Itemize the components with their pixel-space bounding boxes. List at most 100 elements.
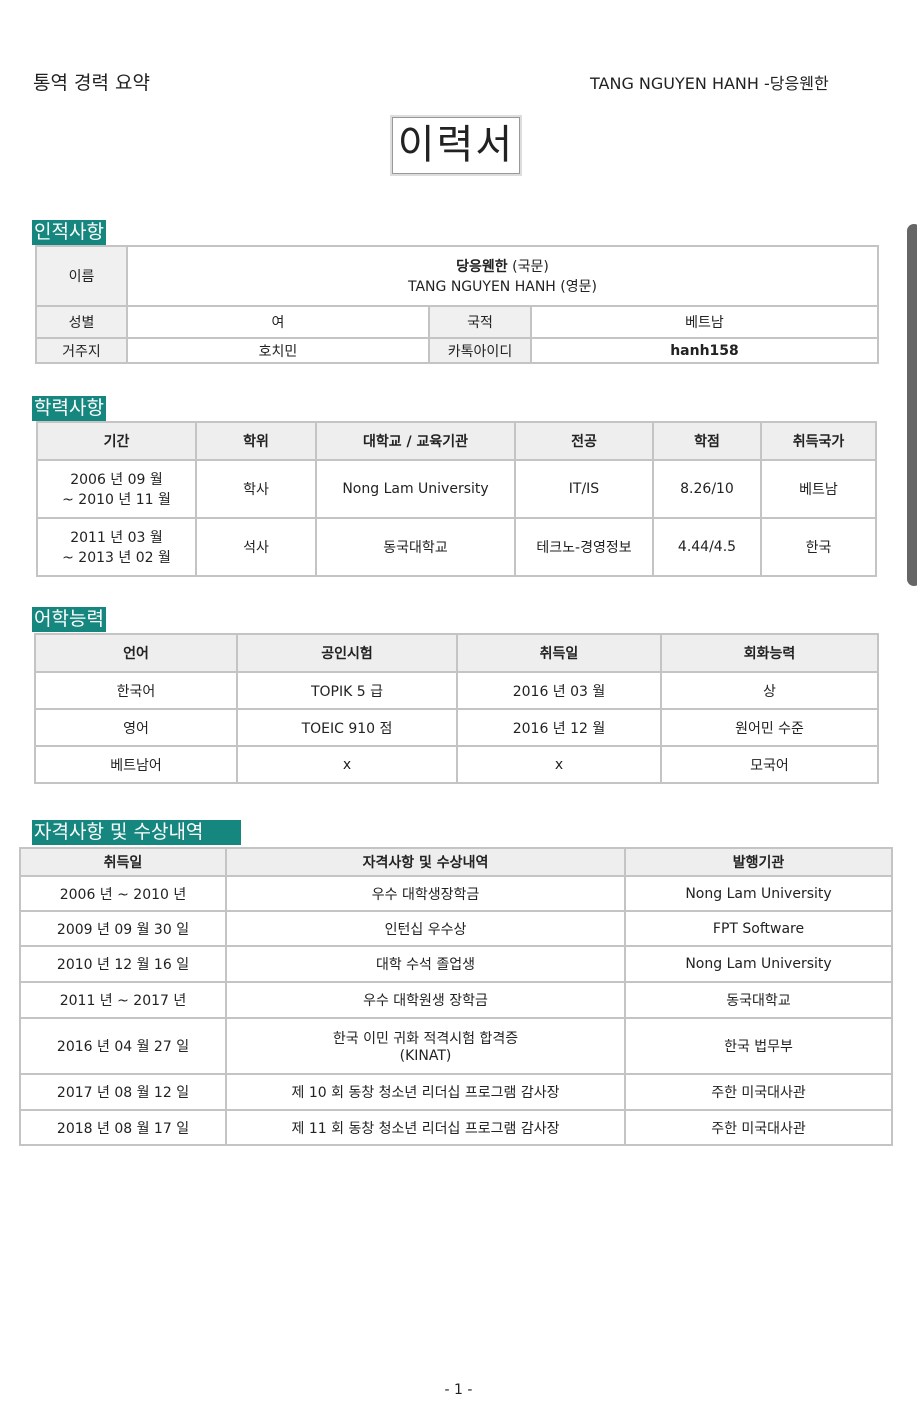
header-right: TANG NGUYEN HANH -당응웬한: [590, 74, 829, 93]
degree: 석사: [195, 517, 317, 577]
cell: x: [236, 745, 458, 784]
gender-label: 성별: [35, 305, 128, 339]
cell: TOPIK 5 급: [236, 671, 458, 710]
name-kr: 당응웬한: [456, 259, 508, 275]
nationality-label: 국적: [428, 305, 532, 339]
column-header: 취득국가: [760, 421, 877, 461]
residence: 호치민: [126, 337, 430, 364]
gender: 여: [126, 305, 430, 339]
cell: x: [456, 745, 662, 784]
section-awards: 자격사항 및 수상내역: [32, 820, 241, 845]
gpa: 8.26/10: [652, 459, 762, 519]
document-title: 이력서: [392, 117, 520, 174]
cell: 주한 미국대사관: [624, 1109, 893, 1146]
column-header: 기간: [36, 421, 197, 461]
period2: ~ 2010 년 11 월: [62, 492, 171, 508]
period1: 2011 년 03 월: [70, 530, 163, 546]
cell: 동국대학교: [624, 981, 893, 1019]
scrollbar[interactable]: [907, 224, 917, 586]
cell: 우수 대학원생 장학금: [225, 981, 626, 1019]
cell: 2011 년 ~ 2017 년: [19, 981, 227, 1019]
cell: 원어민 수준: [660, 708, 879, 747]
cell: 2018 년 08 월 17 일: [19, 1109, 227, 1146]
cell: 대학 수석 졸업생: [225, 945, 626, 983]
degree: 학사: [195, 459, 317, 519]
cell: 2016 년 04 월 27 일: [19, 1017, 227, 1075]
column-header: 학점: [652, 421, 762, 461]
column-header: 발행기관: [624, 847, 893, 877]
table-row: 2011 년 03 월 ~ 2013 년 02 월 석사 동국대학교 테크노-경영정보 4…: [36, 517, 877, 577]
column-header: 학위: [195, 421, 317, 461]
major: 테크노-경영정보: [514, 517, 654, 577]
school: 동국대학교: [315, 517, 516, 577]
cell: 2016 년 12 월: [456, 708, 662, 747]
cell: 주한 미국대사관: [624, 1073, 893, 1111]
column-header: 언어: [34, 633, 238, 673]
cell: 영어: [34, 708, 238, 747]
name-en-note: (영문): [560, 279, 597, 295]
name-en: TANG NGUYEN HANH: [408, 279, 556, 295]
section-education: 학력사항: [32, 396, 106, 421]
cell: 모국어: [660, 745, 879, 784]
period: 2006 년 09 월 ~ 2010 년 11 월: [36, 459, 197, 519]
name-cell: 당응웬한 (국문) TANG NGUYEN HANH (영문): [126, 245, 879, 307]
personal-table: 이름 당응웬한 (국문) TANG NGUYEN HANH (영문) 성별 여 국적 베…: [35, 245, 879, 364]
period: 2011 년 03 월 ~ 2013 년 02 월: [36, 517, 197, 577]
name-label: 이름: [35, 245, 128, 307]
section-personal: 인적사항: [32, 220, 106, 245]
table-row: 2006 년 09 월 ~ 2010 년 11 월 학사 Nong Lam Unive…: [36, 459, 877, 519]
gpa: 4.44/4.5: [652, 517, 762, 577]
column-header: 취득일: [456, 633, 662, 673]
cell: 2009 년 09 월 30 일: [19, 910, 227, 947]
cell: 제 11 회 동창 청소년 리더십 프로그램 감사장: [225, 1109, 626, 1146]
school: Nong Lam University: [315, 459, 516, 519]
table-row: 베트남어 x x 모국어: [34, 745, 879, 784]
column-header: 전공: [514, 421, 654, 461]
period2: ~ 2013 년 02 월: [62, 550, 171, 566]
table-row: 2010 년 12 월 16 일 대학 수석 졸업생 Nong Lam Univer…: [19, 945, 893, 983]
cell: Nong Lam University: [624, 945, 893, 983]
column-header: 자격사항 및 수상내역: [225, 847, 626, 877]
cell: 한국어: [34, 671, 238, 710]
residence-label: 거주지: [35, 337, 128, 364]
education-table: 기간 학위 대학교 / 교육기관 전공 학점 취득국가 2006 년 09 월 ~ 2010…: [36, 421, 877, 577]
kakao-id: hanh158: [530, 337, 879, 364]
cell: 제 10 회 동창 청소년 리더십 프로그램 감사장: [225, 1073, 626, 1111]
header-left: 통역 경력 요약: [33, 72, 150, 94]
table-row: 2009 년 09 월 30 일 인턴십 우수상 FPT Software: [19, 910, 893, 947]
name-kr-note: (국문): [512, 259, 549, 275]
language-table: 언어 공인시험 취득일 회화능력 한국어 TOPIK 5 급 2016 년 03 월 상 영어…: [34, 633, 879, 784]
cell: 한국 법무부: [624, 1017, 893, 1075]
cell: 인턴십 우수상: [225, 910, 626, 947]
section-language: 어학능력: [32, 607, 106, 632]
column-header: 대학교 / 교육기관: [315, 421, 516, 461]
table-row: 영어 TOEIC 910 점 2016 년 12 월 원어민 수준: [34, 708, 879, 747]
cell: 베트남어: [34, 745, 238, 784]
period1: 2006 년 09 월: [70, 472, 163, 488]
major: IT/IS: [514, 459, 654, 519]
column-header: 회화능력: [660, 633, 879, 673]
cell: 2017 년 08 월 12 일: [19, 1073, 227, 1111]
cell: FPT Software: [624, 910, 893, 947]
column-header: 공인시험: [236, 633, 458, 673]
cell: 상: [660, 671, 879, 710]
page-number: - 1 -: [444, 1382, 473, 1398]
cell: 한국 이민 귀화 적격시험 합격증 (KINAT): [225, 1017, 626, 1075]
country: 베트남: [760, 459, 877, 519]
cell: TOEIC 910 점: [236, 708, 458, 747]
table-row: 2011 년 ~ 2017 년 우수 대학원생 장학금 동국대학교: [19, 981, 893, 1019]
cell: Nong Lam University: [624, 875, 893, 912]
kakao-label: 카톡아이디: [428, 337, 532, 364]
cell: 2010 년 12 월 16 일: [19, 945, 227, 983]
nationality: 베트남: [530, 305, 879, 339]
table-row: 2006 년 ~ 2010 년 우수 대학생장학금 Nong Lam Univers…: [19, 875, 893, 912]
table-row: 2016 년 04 월 27 일 한국 이민 귀화 적격시험 합격증 (KINAT…: [19, 1017, 893, 1075]
column-header: 취득일: [19, 847, 227, 877]
country: 한국: [760, 517, 877, 577]
cell: 2006 년 ~ 2010 년: [19, 875, 227, 912]
cell: 우수 대학생장학금: [225, 875, 626, 912]
